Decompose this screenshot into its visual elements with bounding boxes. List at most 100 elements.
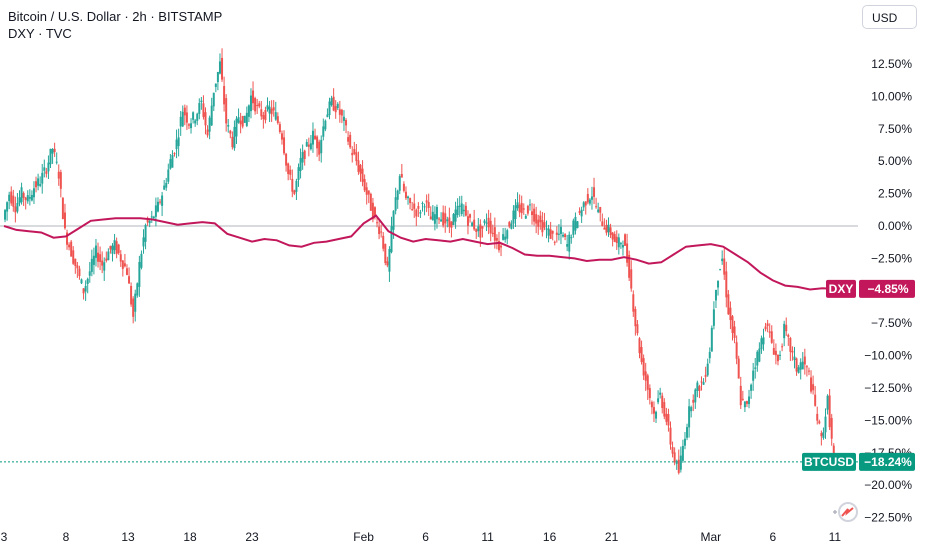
candle-body bbox=[76, 265, 79, 269]
candle-body bbox=[663, 402, 666, 417]
candle-body bbox=[557, 233, 560, 235]
candle-body bbox=[264, 110, 267, 121]
candle-body bbox=[733, 326, 736, 338]
main-symbol-title[interactable]: Bitcoin / U.S. Dollar · 2h · BITSTAMP bbox=[8, 9, 223, 24]
candle-body bbox=[121, 260, 124, 269]
candle-body bbox=[578, 211, 581, 213]
candle-body bbox=[708, 352, 711, 359]
candle-body bbox=[706, 363, 709, 376]
candle-body bbox=[446, 219, 449, 222]
tradingview-logo-icon[interactable] bbox=[830, 500, 860, 524]
candle-body bbox=[475, 228, 478, 232]
dxy-name-label: DXY bbox=[829, 282, 854, 296]
candle-body bbox=[258, 103, 261, 107]
candle-body bbox=[785, 324, 788, 332]
candle-body bbox=[429, 216, 432, 220]
dxy-badge: −4.85% DXY bbox=[826, 279, 915, 298]
candle-body bbox=[485, 222, 488, 224]
candle-body bbox=[274, 112, 277, 120]
candle-body bbox=[32, 188, 35, 198]
candle-body bbox=[185, 112, 188, 123]
candle-body bbox=[349, 134, 352, 148]
candle-body bbox=[392, 210, 395, 230]
candle-body bbox=[84, 285, 87, 292]
candle-body bbox=[750, 384, 753, 391]
candle-body bbox=[717, 280, 720, 288]
candle-body bbox=[630, 269, 633, 289]
candle-body bbox=[595, 206, 598, 208]
candle-body bbox=[347, 137, 350, 142]
y-tick-label: −22.50% bbox=[864, 511, 912, 525]
y-axis[interactable]: 12.50% 10.00% 7.50% 5.00% 2.50% 0.00% −2.50% −7… bbox=[864, 57, 912, 525]
candle-body bbox=[245, 112, 248, 126]
x-tick-label: Mar bbox=[700, 530, 721, 544]
candle-body bbox=[611, 232, 614, 240]
candle-body bbox=[528, 204, 531, 206]
candle-body bbox=[779, 354, 782, 356]
candle-body bbox=[506, 230, 509, 239]
candle-body bbox=[797, 367, 800, 373]
candle-body bbox=[735, 342, 738, 359]
candle-body bbox=[652, 407, 655, 414]
candle-body bbox=[665, 413, 668, 422]
candle-body bbox=[580, 209, 583, 217]
candle-body bbox=[471, 222, 474, 227]
candle-body bbox=[63, 212, 66, 229]
candle-body bbox=[590, 196, 593, 200]
candle-body bbox=[303, 150, 306, 159]
candle-body bbox=[469, 214, 472, 218]
candle-body bbox=[766, 323, 769, 327]
candle-body bbox=[466, 216, 469, 226]
candle-body bbox=[407, 196, 410, 199]
candle-body bbox=[413, 203, 416, 209]
candle-body bbox=[770, 331, 773, 343]
candle-body bbox=[739, 385, 742, 406]
candle-body bbox=[206, 129, 209, 136]
candle-body bbox=[605, 224, 608, 233]
y-tick-label: −12.50% bbox=[864, 381, 912, 395]
dxy-name-box bbox=[826, 279, 856, 298]
candle-body bbox=[138, 261, 141, 287]
candle-body bbox=[524, 215, 527, 219]
candle-body bbox=[572, 220, 575, 235]
candle-body bbox=[516, 202, 519, 209]
candle-body bbox=[698, 386, 701, 391]
candle-body bbox=[409, 197, 412, 204]
candle-body bbox=[822, 432, 825, 438]
candle-body bbox=[624, 234, 627, 246]
candle-body bbox=[210, 105, 213, 126]
candle-body bbox=[710, 327, 713, 352]
candle-body bbox=[361, 168, 364, 182]
candle-body bbox=[555, 232, 558, 235]
candle-body bbox=[338, 109, 341, 115]
candle-body bbox=[301, 152, 304, 163]
btc-value-box bbox=[859, 452, 915, 471]
candle-body bbox=[167, 169, 170, 182]
candle-body bbox=[287, 163, 290, 175]
candle-body bbox=[18, 197, 21, 204]
candle-body bbox=[216, 71, 219, 83]
candle-body bbox=[35, 181, 38, 188]
candle-body bbox=[109, 245, 112, 250]
candle-body bbox=[39, 184, 42, 186]
candle-body bbox=[175, 139, 178, 150]
candle-body bbox=[249, 95, 252, 112]
x-axis[interactable]: 3 8 13 18 23 Feb 6 11 16 21 Mar 6 11 bbox=[1, 530, 842, 544]
candle-body bbox=[254, 98, 257, 112]
candle-body bbox=[14, 206, 17, 213]
candle-body bbox=[324, 120, 327, 130]
candle-body bbox=[202, 103, 205, 117]
candle-body bbox=[68, 244, 71, 248]
candle-body bbox=[183, 107, 186, 116]
compare-symbol-title[interactable]: DXY · TVC bbox=[8, 26, 72, 41]
candle-body bbox=[154, 205, 157, 217]
candle-body bbox=[223, 86, 226, 105]
candle-body bbox=[421, 203, 424, 205]
candle-body bbox=[433, 214, 436, 224]
candle-body bbox=[231, 136, 234, 148]
currency-button[interactable]: USD bbox=[862, 5, 917, 29]
btc-name-box bbox=[802, 452, 856, 471]
candle-body bbox=[320, 139, 323, 154]
x-tick-label: 11 bbox=[481, 530, 494, 544]
